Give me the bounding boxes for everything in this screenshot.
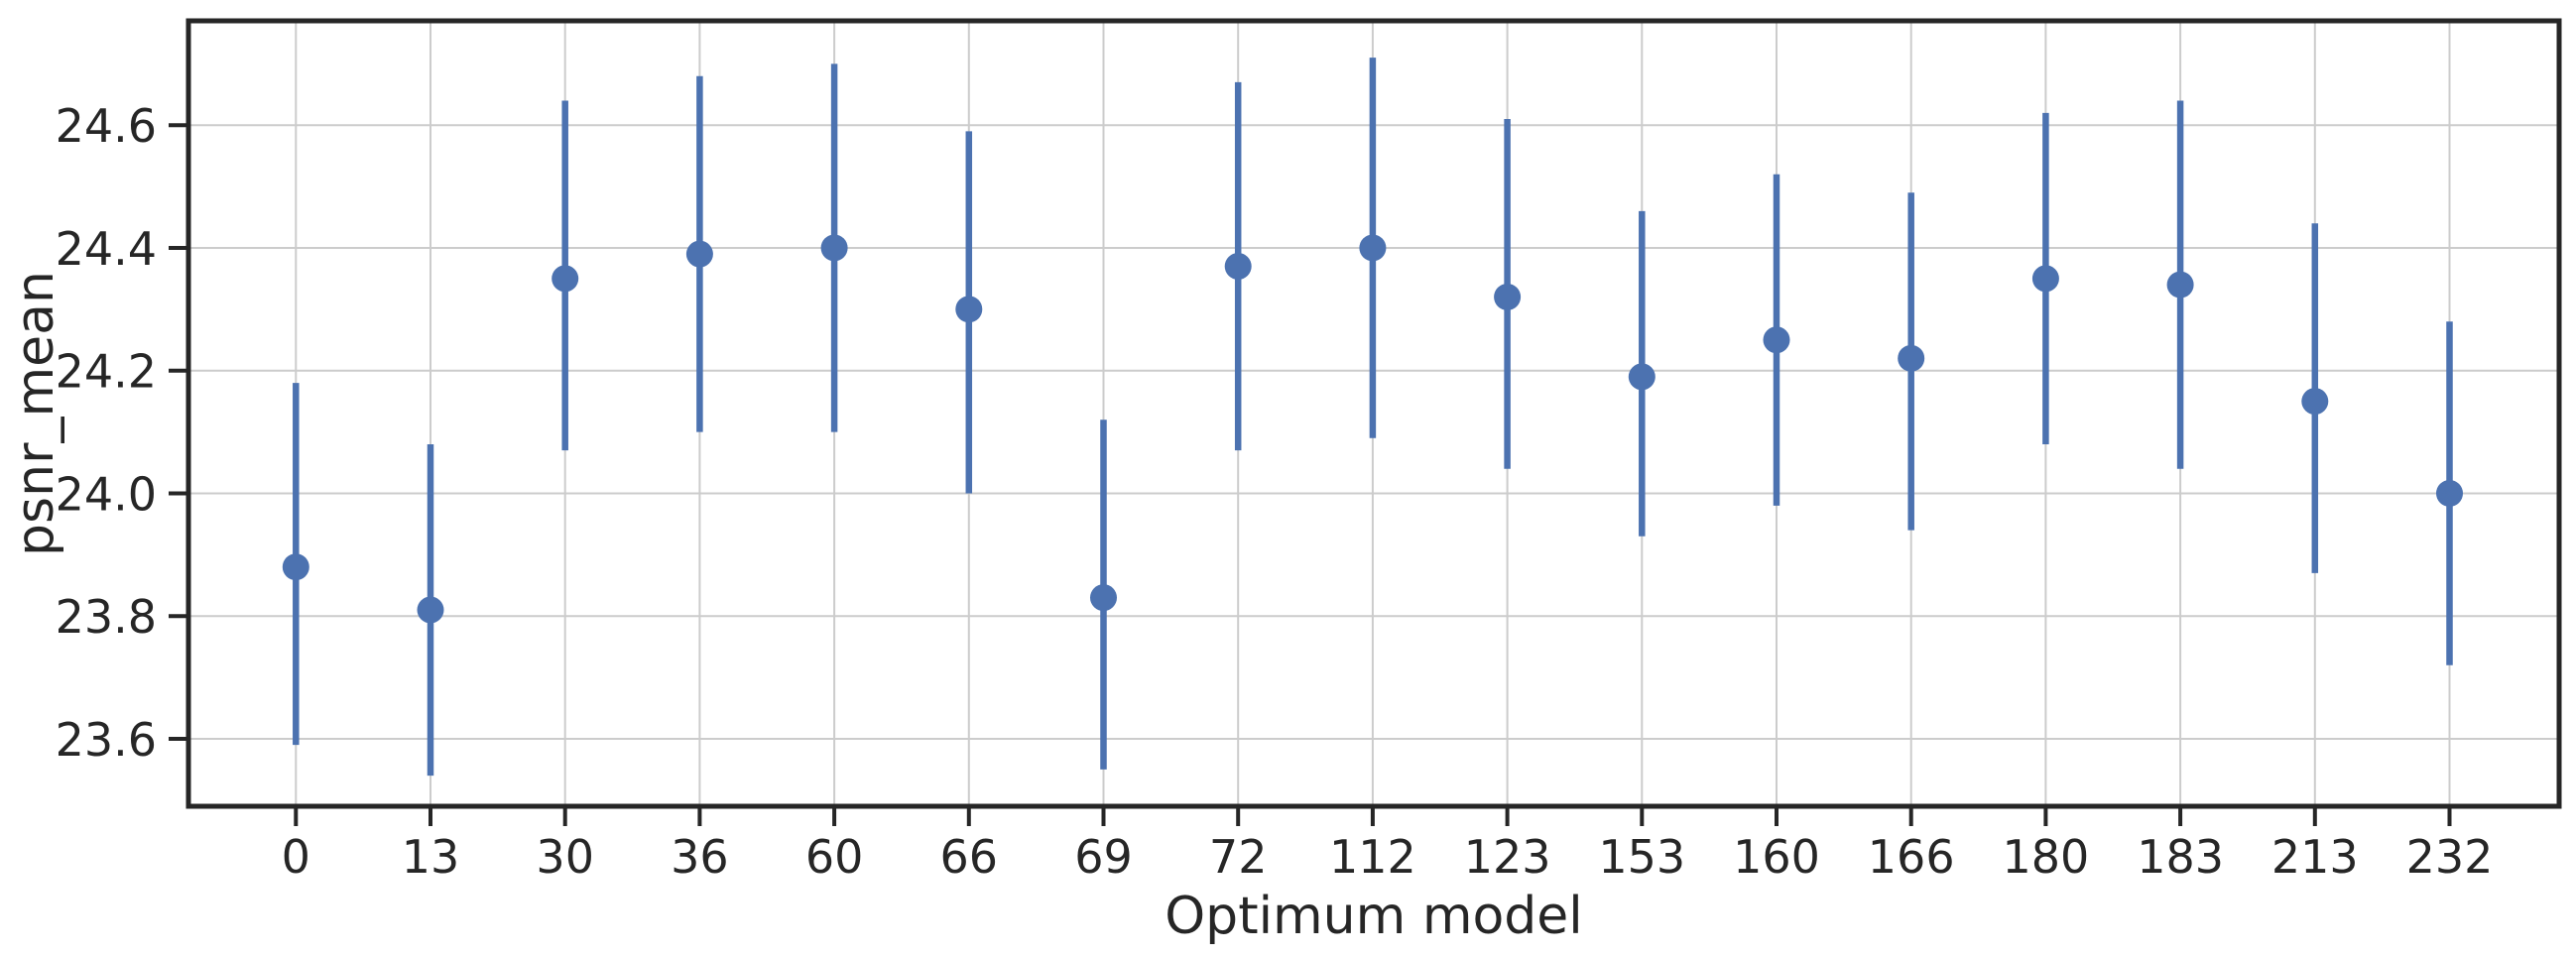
mean-point [1494,283,1522,310]
mean-point [282,553,309,581]
y-tick-label: 24.2 [56,345,157,399]
mean-point [1359,234,1387,262]
y-tick-label: 24.6 [56,99,157,153]
x-axis-label: Optimum model [1165,887,1582,946]
y-axis-label: psnr_mean [6,271,65,556]
mean-point [2301,388,2329,416]
x-tick-label: 0 [282,830,310,884]
y-tick-label: 24.4 [56,222,157,276]
x-tick-label: 180 [2002,830,2089,884]
mean-point [1763,326,1790,354]
x-tick-label: 36 [671,830,729,884]
mean-point [2166,271,2194,299]
tick-layer: 23.6 23.8 24.0 24.2 24.4 24.6 0 13 30 36 60 66 69 72 1… [56,99,2494,884]
x-tick-label: 153 [1598,830,1685,884]
x-tick-label: 166 [1868,830,1955,884]
mean-point [2436,479,2463,507]
x-tick-label: 60 [805,830,864,884]
x-tick-label: 66 [940,830,999,884]
x-tick-label: 232 [2406,830,2494,884]
series-layer [282,58,2463,777]
mean-point [820,234,848,262]
x-tick-label: 30 [536,830,594,884]
mean-point [955,296,983,323]
y-tick-label: 24.0 [56,467,157,521]
mean-point [1628,363,1656,391]
y-tick-label: 23.6 [56,713,157,767]
x-tick-label: 160 [1733,830,1820,884]
mean-point [1090,584,1117,612]
x-tick-label: 72 [1209,830,1268,884]
x-tick-label: 213 [2271,830,2359,884]
x-tick-label: 13 [402,830,460,884]
y-tick-label: 23.8 [56,590,157,644]
mean-point [552,265,579,293]
x-tick-label: 112 [1329,830,1416,884]
mean-point [1224,253,1252,280]
x-tick-label: 69 [1074,830,1133,884]
mean-point [1898,344,1925,372]
mean-point [685,240,713,268]
x-tick-label: 123 [1464,830,1551,884]
x-tick-label: 183 [2137,830,2224,884]
mean-point [417,596,444,624]
mean-point [2031,265,2059,293]
